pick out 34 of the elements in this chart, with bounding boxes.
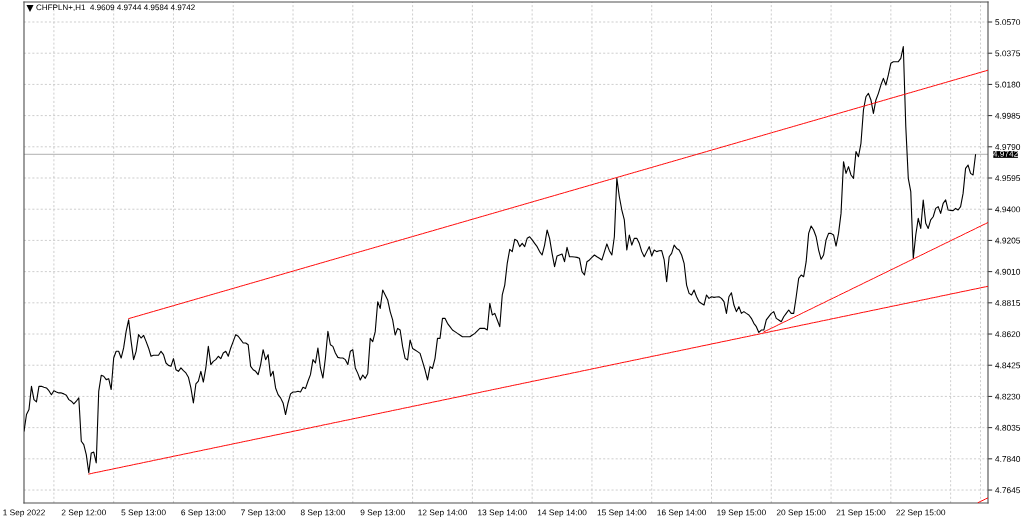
x-tick-label: 5 Sep 13:00 — [121, 509, 166, 518]
x-tick-label: 6 Sep 13:00 — [181, 509, 226, 518]
y-tick-label: 4.8425 — [995, 362, 1021, 369]
y-tick-label: 4.8230 — [995, 393, 1021, 400]
y-tick-label: 4.9400 — [995, 206, 1021, 213]
y-tick-label: 4.8035 — [995, 424, 1021, 431]
ref-line-label: 4.9742 — [993, 150, 1018, 157]
x-tick-label: 22 Sep 15:00 — [896, 509, 946, 518]
x-tick-label: 20 Sep 15:00 — [776, 509, 826, 518]
x-tick-label: 16 Sep 14:00 — [657, 509, 707, 518]
y-tick-label: 5.0180 — [995, 81, 1021, 88]
chart-title: CHFPLN+,H1 4.9609 4.9744 4.9584 4.9742 — [36, 4, 195, 12]
x-tick-label: 13 Sep 14:00 — [478, 509, 527, 518]
y-tick-label: 4.7840 — [995, 456, 1021, 462]
y-tick-label: 4.9010 — [995, 268, 1021, 275]
y-tick-label: 5.0375 — [995, 50, 1021, 57]
y-tick-label: 4.9985 — [995, 112, 1021, 119]
x-tick-label: 15 Sep 14:00 — [597, 509, 647, 518]
x-tick-label: 12 Sep 14:00 — [418, 509, 467, 518]
y-tick-label: 4.8815 — [995, 300, 1021, 306]
x-tick-label: 2 Sep 12:00 — [61, 509, 106, 518]
x-tick-label: 14 Sep 14:00 — [537, 509, 587, 518]
x-tick-label: 8 Sep 13:00 — [300, 509, 346, 518]
y-tick-label: 5.0570 — [995, 19, 1021, 26]
y-tick-label: 4.9205 — [995, 237, 1021, 244]
x-tick-label: 21 Sep 15:00 — [836, 509, 886, 518]
x-tick-label: 19 Sep 15:00 — [717, 509, 766, 518]
x-tick-label: 1 Sep 2022 — [3, 509, 45, 518]
y-tick-label: 4.8620 — [995, 331, 1021, 338]
y-tick-label: 4.7645 — [995, 487, 1021, 494]
x-tick-label: 7 Sep 13:00 — [241, 509, 286, 518]
x-tick-label: 9 Sep 13:00 — [360, 509, 405, 518]
y-tick-label: 4.9595 — [995, 175, 1021, 182]
y-tick-label: 4.9790 — [995, 144, 1021, 150]
